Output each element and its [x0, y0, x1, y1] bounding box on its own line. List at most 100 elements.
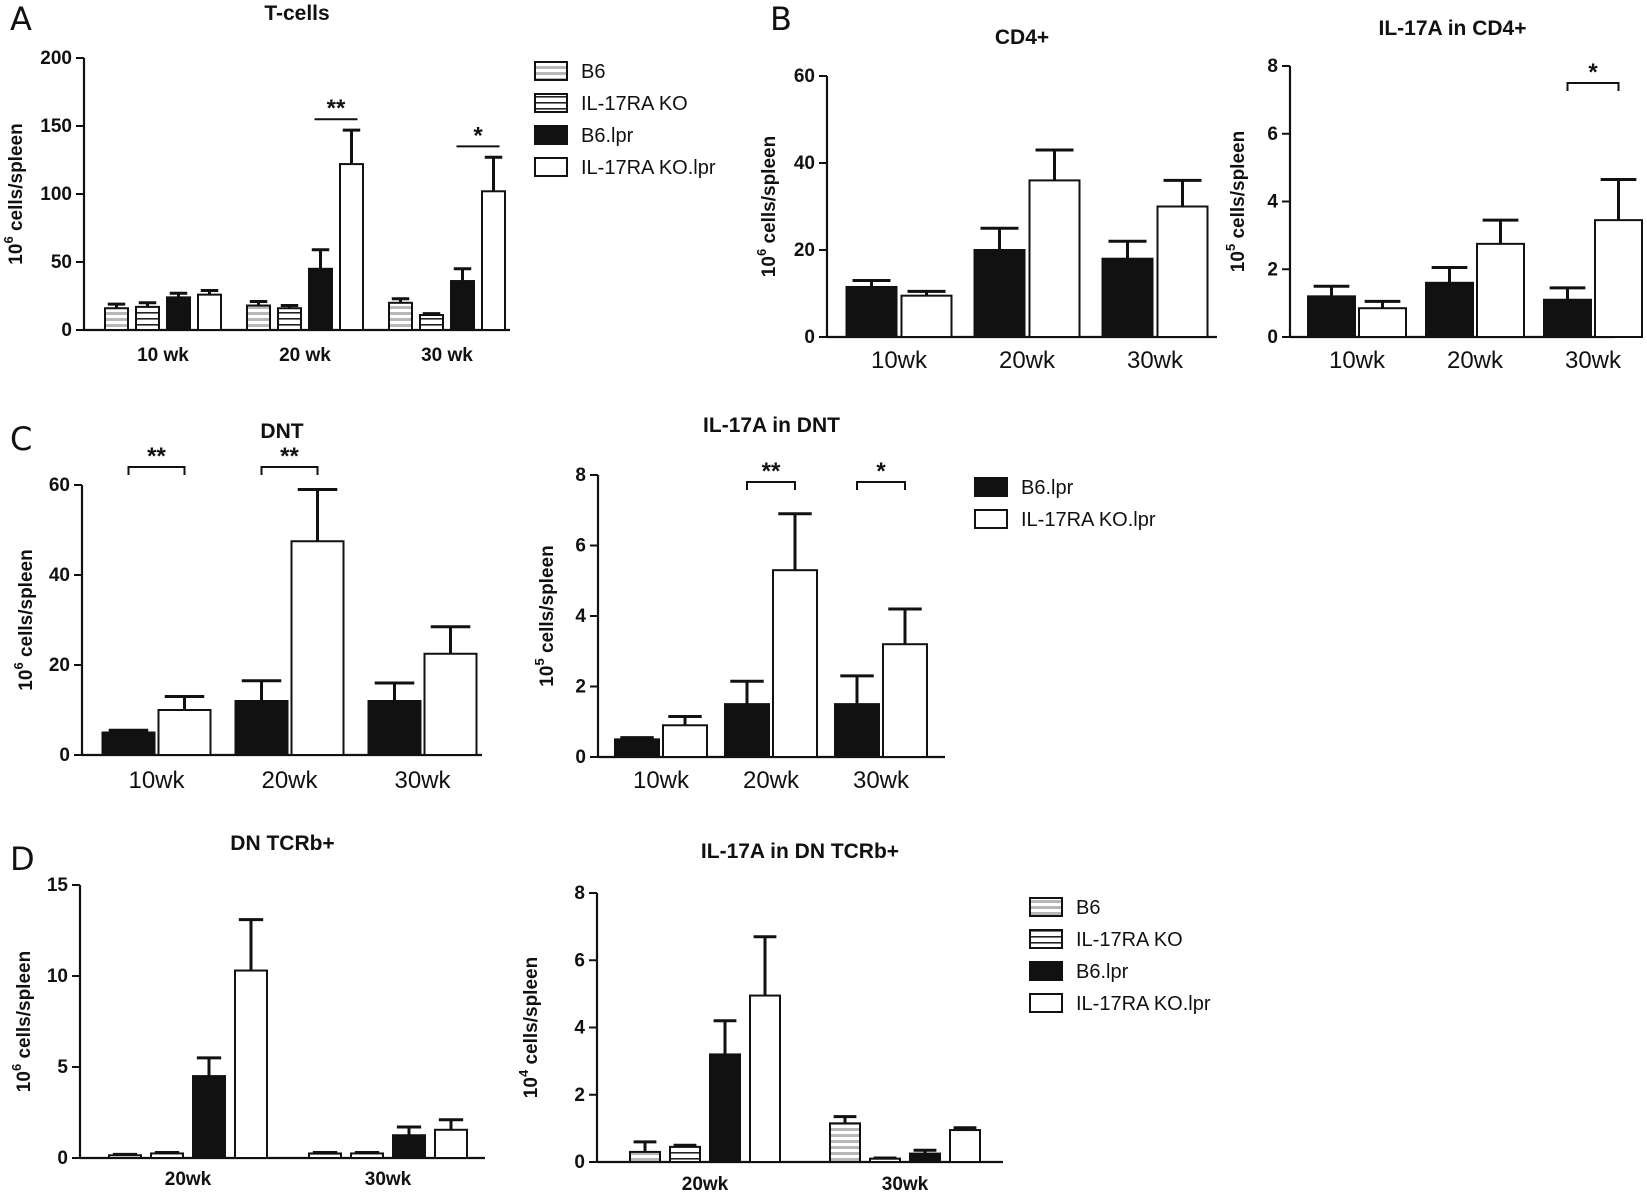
legend-a: B6 IL-17RA KO B6.lpr IL-17RA KO.lpr — [534, 61, 716, 179]
bar-b6-lpr-2 — [1101, 257, 1154, 339]
y-tick-label: 2 — [1267, 259, 1278, 280]
y-tick-label: 20 — [49, 655, 70, 676]
bar-b6-lpr-0 — [614, 738, 660, 758]
x-category-label: 20wk — [261, 767, 318, 794]
bar-b6-lpr-1 — [308, 267, 333, 331]
y-label-rest: cells/spleen — [759, 136, 780, 249]
legend-swatch — [1029, 897, 1063, 917]
legend-c: B6.lpr IL-17RA KO.lpr — [974, 477, 1156, 531]
bar-il-17ra-ko-0 — [669, 1145, 701, 1164]
bar-il-17ra-ko-lpr-0 — [900, 294, 953, 338]
legend-swatch — [534, 125, 568, 145]
chart-il17a-cd4: IL-17A in CD4+ 0 2 4 6 8 105 cells/spleen 10wk 2… — [1223, 17, 1643, 374]
y-label-rest: cells/spleen — [6, 123, 27, 236]
legend-label: IL-17RA KO — [581, 93, 688, 115]
legend-swatch — [974, 509, 1008, 529]
y-tick-label: 4 — [575, 606, 586, 627]
legend-swatch — [1029, 929, 1063, 949]
y-label-exponent: 5 — [532, 658, 547, 665]
y-tick-label: 8 — [575, 465, 586, 486]
bar-il-17ra-ko-lpr-2 — [1594, 219, 1643, 339]
x-category-label: 30wk — [394, 767, 451, 794]
chart-title: IL-17A in DN TCRb+ — [701, 840, 899, 863]
y-tick-label: 40 — [49, 565, 70, 586]
y-label-exponent: 5 — [1223, 244, 1238, 251]
y-tick-label: 10 — [47, 966, 68, 987]
x-category-label: 20wk — [682, 1174, 729, 1192]
bar-il-17ra-ko-lpr-1 — [290, 540, 345, 756]
x-category-label: 30wk — [853, 767, 910, 794]
y-tick-label: 100 — [40, 184, 72, 205]
y-label-exponent: 6 — [1, 236, 16, 243]
panel-label-b: B — [770, 0, 792, 38]
legend-label: B6.lpr — [1076, 961, 1129, 983]
chart-title: IL-17A in DNT — [703, 414, 840, 437]
y-axis-label: 106 cells/spleen — [9, 951, 35, 1092]
y-label-exponent: 6 — [754, 249, 769, 256]
x-category-label: 30wk — [1127, 347, 1184, 374]
y-label-base: 10 — [1228, 251, 1249, 272]
bar-il-17ra-ko-lpr-0 — [197, 293, 222, 332]
x-category-label: 10 wk — [137, 345, 189, 366]
x-category-label: 20wk — [1447, 347, 1504, 374]
significance-label: ** — [762, 458, 781, 485]
y-label-rest: cells/spleen — [16, 549, 37, 662]
chart-dnt: DNT 0 20 40 60 106 cells/spleen 10wk 20wk 30wk **… — [11, 420, 482, 794]
y-tick-label: 60 — [794, 66, 815, 87]
legend-swatch — [974, 477, 1008, 497]
bar-b6-1 — [246, 304, 271, 331]
bar-il-17ra-ko-lpr-2 — [882, 643, 928, 759]
x-category-label: 10wk — [633, 767, 690, 794]
significance-bracket — [127, 466, 186, 475]
x-category-label: 20 wk — [279, 345, 331, 366]
x-category-label: 20wk — [165, 1169, 212, 1190]
y-tick-label: 0 — [59, 745, 70, 766]
bar-b6-lpr-2 — [450, 280, 475, 332]
significance-bracket — [856, 481, 906, 491]
y-axis-label: 106 cells/spleen — [11, 549, 37, 690]
y-tick-label: 8 — [1267, 56, 1278, 77]
legend-swatch — [1029, 993, 1063, 1013]
legend-label: B6.lpr — [1021, 477, 1074, 499]
y-tick-label: 2 — [575, 677, 586, 698]
legend-label: B6 — [1076, 897, 1100, 919]
bar-il-17ra-ko-lpr-1 — [1476, 242, 1525, 338]
bar-b6-2 — [388, 301, 413, 331]
y-label-exponent: 4 — [516, 1069, 531, 1077]
x-category-label: 30 wk — [421, 345, 473, 366]
legend-swatch — [534, 61, 568, 81]
x-category-label: 10wk — [871, 347, 928, 374]
legend-swatch — [1029, 961, 1063, 981]
y-label-base: 10 — [537, 666, 558, 687]
significance-bracket — [746, 481, 796, 491]
bar-b6-lpr-2 — [834, 703, 880, 758]
bar-il-17ra-ko-lpr-1 — [434, 1128, 468, 1160]
panel-label-c: C — [10, 420, 32, 458]
chart-il17a-dnt: IL-17A in DNT 0 2 4 6 8 105 cells/spleen 10wk 20… — [532, 414, 945, 794]
y-label-rest: cells/spleen — [537, 545, 558, 658]
bar-il-17ra-ko-lpr-1 — [949, 1129, 981, 1164]
bar-b6-lpr-1 — [909, 1152, 941, 1163]
legend-swatch — [534, 157, 568, 177]
bar-il-17ra-ko-lpr-0 — [662, 724, 708, 759]
bar-b6-1 — [308, 1152, 342, 1159]
y-axis-label: 105 cells/spleen — [1223, 131, 1249, 272]
significance-label: ** — [280, 443, 299, 470]
bar-il-17ra-ko-lpr-0 — [749, 994, 781, 1164]
y-tick-label: 6 — [574, 950, 585, 971]
bar-b6-0 — [104, 307, 129, 331]
y-label-rest: cells/spleen — [521, 957, 542, 1070]
significance-bracket — [1566, 81, 1620, 91]
x-category-label: 30wk — [882, 1174, 929, 1192]
bar-il-17ra-ko-lpr-0 — [157, 709, 212, 756]
bar-il-17ra-ko-lpr-0 — [1358, 307, 1407, 338]
legend-label: IL-17RA KO.lpr — [1076, 993, 1211, 1015]
y-tick-label: 0 — [57, 1148, 68, 1169]
bar-b6-lpr-0 — [709, 1053, 741, 1164]
y-label-base: 10 — [521, 1077, 542, 1098]
bar-il-17ra-ko-0 — [150, 1152, 184, 1159]
y-tick-label: 150 — [40, 116, 72, 137]
x-category-label: 20wk — [743, 767, 800, 794]
chart-title: CD4+ — [995, 26, 1049, 49]
